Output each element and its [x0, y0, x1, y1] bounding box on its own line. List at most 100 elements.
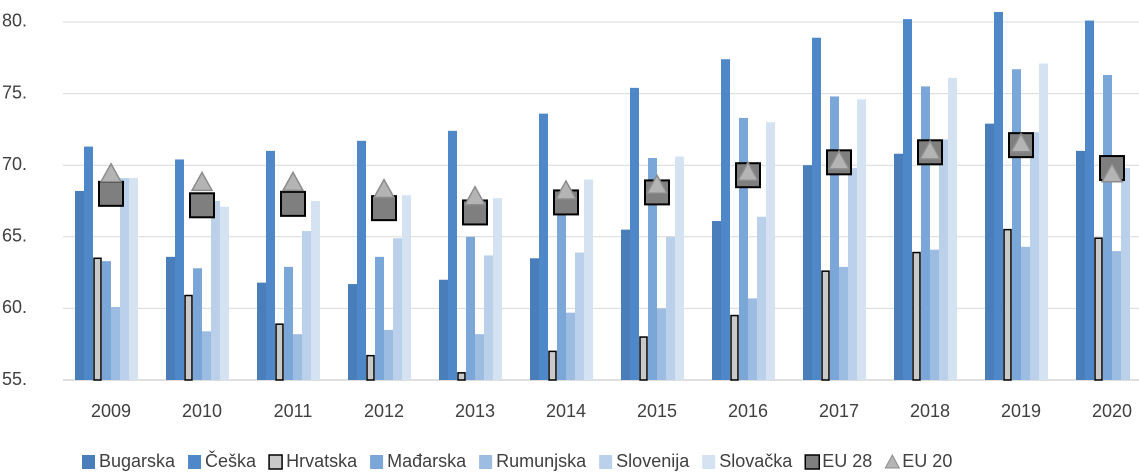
- bar: [102, 261, 111, 380]
- legend-label: EU 20: [902, 451, 952, 471]
- bar: [493, 198, 502, 380]
- legend-swatch: [599, 455, 613, 469]
- bar: [166, 256, 175, 380]
- eu20-marker: [1009, 132, 1033, 153]
- y-tick-label: 55.: [2, 369, 27, 389]
- x-tick-label: 2009: [91, 401, 131, 421]
- legend-swatch: [804, 454, 821, 470]
- bar: [384, 329, 393, 380]
- eu20-marker: [918, 139, 942, 160]
- eu28-marker: [189, 192, 215, 219]
- bar: [357, 140, 366, 380]
- bar: [712, 221, 721, 380]
- bar: [1076, 150, 1085, 380]
- eu20-marker: [554, 179, 578, 200]
- bar: [1094, 237, 1103, 381]
- bar: [848, 168, 857, 380]
- bar: [193, 268, 202, 380]
- eu20-marker: [463, 185, 487, 206]
- bar: [721, 59, 730, 381]
- legend-label: Slovačka: [719, 451, 793, 471]
- bar: [994, 11, 1003, 380]
- bar: [129, 178, 138, 380]
- bar: [830, 96, 839, 380]
- eu20-marker: [645, 173, 669, 194]
- eu28-marker: [371, 195, 397, 222]
- bar: [93, 257, 102, 381]
- bar: [894, 153, 903, 380]
- legend-label: Hrvatska: [286, 451, 358, 471]
- x-tick-label: 2014: [546, 401, 586, 421]
- bar: [275, 323, 284, 381]
- bar: [657, 308, 666, 380]
- bar: [557, 212, 566, 380]
- bar: [921, 86, 930, 380]
- bar: [639, 336, 648, 381]
- bar: [675, 156, 684, 380]
- bar: [475, 334, 484, 380]
- legend-label: Rumunjska: [496, 451, 587, 471]
- x-tick-label: 2012: [364, 401, 404, 421]
- bar: [1003, 228, 1012, 381]
- legend-label: Bugarska: [99, 451, 176, 471]
- bar: [1021, 246, 1030, 380]
- bar: [803, 165, 812, 380]
- bar: [257, 282, 266, 380]
- bar: [948, 77, 957, 380]
- bar: [539, 113, 548, 380]
- bar: [302, 231, 311, 380]
- legend-swatch: [884, 453, 901, 469]
- bar: [530, 258, 539, 380]
- x-tick-label: 2010: [182, 401, 222, 421]
- bar: [985, 123, 994, 380]
- eu20-marker: [281, 170, 305, 192]
- legend-swatch: [188, 455, 202, 469]
- bar: [284, 266, 293, 380]
- bar: [939, 139, 948, 380]
- bar: [220, 206, 229, 380]
- legend-swatch: [702, 455, 716, 469]
- bar: [293, 334, 302, 380]
- bar: [311, 200, 320, 380]
- bar: [402, 195, 411, 380]
- bar: [930, 249, 939, 380]
- y-tick-label: 65.: [2, 226, 27, 246]
- eu20-marker: [1100, 162, 1124, 183]
- bar: [575, 252, 584, 380]
- bar: [839, 266, 848, 380]
- bar: [621, 229, 630, 380]
- bar: [84, 146, 93, 380]
- x-tick-label: 2016: [728, 401, 768, 421]
- y-tick-label: 60.: [2, 297, 27, 317]
- x-tick-label: 2018: [910, 401, 950, 421]
- bar: [175, 159, 184, 380]
- bar: [548, 350, 557, 381]
- bar: [184, 294, 193, 381]
- eu20-marker: [736, 160, 760, 182]
- bar: [766, 122, 775, 381]
- legend-label: Slovenija: [616, 451, 690, 471]
- eu20-marker: [99, 162, 123, 183]
- bar: [666, 236, 675, 380]
- legend-swatch: [370, 455, 384, 469]
- bar: [1012, 69, 1021, 380]
- legend-swatch: [82, 455, 95, 469]
- x-tick-label: 2011: [274, 401, 313, 421]
- bar: [812, 37, 821, 381]
- bar: [439, 279, 448, 380]
- legend-label: Mađarska: [387, 451, 467, 471]
- bar: [1121, 168, 1130, 380]
- bar: [566, 312, 575, 380]
- bar: [1103, 74, 1112, 380]
- x-tick-label: 2013: [455, 401, 495, 421]
- bar: [730, 314, 739, 381]
- legend-label: Češka: [205, 450, 257, 471]
- bar: [375, 256, 384, 380]
- y-tick-label: 70.: [2, 154, 27, 174]
- bar: [584, 179, 593, 380]
- bar: [466, 236, 475, 380]
- eu28-marker: [98, 180, 124, 207]
- eu20-marker: [827, 149, 851, 170]
- bar: [393, 238, 402, 380]
- bar: [484, 255, 493, 380]
